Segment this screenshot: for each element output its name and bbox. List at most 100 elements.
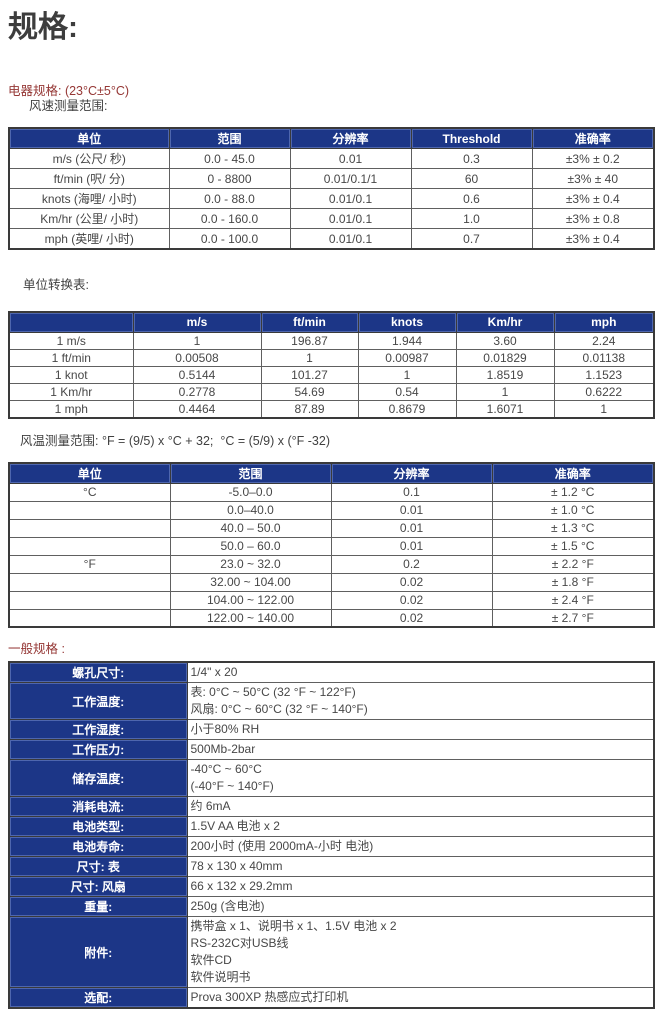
column-header: Threshold: [410, 127, 533, 149]
column-header: 范围: [169, 462, 332, 484]
table-cell: 2.24: [553, 331, 655, 350]
column-header: knots: [357, 311, 457, 333]
spec-row: 电池类型: 1.5V AA 电池 x 2: [8, 816, 655, 837]
spec-label: 螺孔尺寸:: [8, 661, 188, 683]
spec-label: 工作温度:: [8, 682, 188, 720]
table-row: ft/min (呎/ 分) 0 - 8800 0.01/0.1/1 60 ±3% ± 4…: [8, 168, 655, 189]
spec-value-line: 200小时 (使用 2000mA-小时 电池): [190, 839, 374, 853]
unit-conversion-table: m/s ft/min knots Km/hr mph 1 m/s 1 196.87 1.944 3…: [8, 311, 655, 419]
table-row: 40.0 – 50.0 0.01 ± 1.3 °C: [8, 518, 655, 538]
spec-row: 储存温度: -40°C ~ 60°C (-40°F ~ 140°F): [8, 759, 655, 797]
spec-label: 电池类型:: [8, 816, 188, 837]
spec-value-line: 78 x 130 x 40mm: [190, 859, 283, 873]
column-header: 准确率: [491, 462, 655, 484]
column-header: 准确率: [531, 127, 655, 149]
table-cell: 1 m/s: [8, 331, 134, 350]
column-header: 单位: [8, 127, 170, 149]
spec-value-line: -40°C ~ 60°C: [190, 762, 262, 776]
table-cell: [8, 536, 171, 556]
table-cell: 0.2778: [132, 382, 262, 401]
table-cell: 0.01: [330, 536, 493, 556]
table-cell: ± 1.8 °F: [491, 572, 655, 592]
unit-conversion-heading: 单位转换表:: [23, 278, 89, 292]
spec-value: 1/4" x 20: [186, 661, 655, 683]
table-cell: 0.54: [357, 382, 457, 401]
table-cell: °F: [8, 554, 171, 574]
table-cell: 1 Km/hr: [8, 382, 134, 401]
spec-value: -40°C ~ 60°C (-40°F ~ 140°F): [186, 759, 655, 797]
table-row: 1 mph 0.4464 87.89 0.8679 1.6071 1: [8, 399, 655, 418]
table-cell: 0.02: [330, 608, 493, 628]
general-spec-table: 螺孔尺寸: 1/4" x 20 工作温度: 表: 0°C ~ 50°C (32 °F …: [8, 661, 655, 1009]
table-cell: 54.69: [260, 382, 359, 401]
table-cell: 196.87: [260, 331, 359, 350]
table-cell: ± 1.5 °C: [491, 536, 655, 556]
spec-value-line: 携带盒 x 1、说明书 x 1、1.5V 电池 x 2: [190, 919, 397, 933]
table-cell: 0.6222: [553, 382, 655, 401]
table-cell: ± 2.7 °F: [491, 608, 655, 628]
spec-value: 小于80% RH: [186, 719, 655, 740]
table-cell: ± 1.3 °C: [491, 518, 655, 538]
table-cell: 0.0 - 100.0: [168, 228, 291, 250]
table-cell: 0.2: [330, 554, 493, 574]
header-row: 单位 范围 分辨率 Threshold 准确率: [8, 127, 655, 149]
table-cell: 0.01: [289, 148, 412, 169]
table-row: Km/hr (公里/ 小时) 0.0 - 160.0 0.01/0.1 1.0 ±3% …: [8, 208, 655, 229]
spec-value-line: 表: 0°C ~ 50°C (32 °F ~ 122°F): [190, 685, 356, 699]
table-cell: 1: [132, 331, 262, 350]
table-cell: 0.3: [410, 148, 533, 169]
spec-value-line: 软件CD: [190, 953, 232, 967]
table-cell: ±3% ± 0.4: [531, 188, 655, 209]
table-cell: 0.1: [330, 482, 493, 502]
spec-value: Prova 300XP 热感应式打印机: [186, 987, 655, 1009]
table-cell: 0.01/0.1: [289, 228, 412, 250]
header-row: m/s ft/min knots Km/hr mph: [8, 311, 655, 333]
spec-value: 携带盒 x 1、说明书 x 1、1.5V 电池 x 2 RS-232C对USB线软…: [186, 916, 655, 988]
table-row: 104.00 ~ 122.00 0.02 ± 2.4 °F: [8, 590, 655, 610]
table-cell: knots (海哩/ 小时): [8, 188, 170, 209]
table-cell: ±3% ± 0.2: [531, 148, 655, 169]
spec-value-line: 66 x 132 x 29.2mm: [190, 879, 293, 893]
electrical-spec-heading: 电器规格: (23°C±5°C): [8, 84, 130, 98]
table-row: 1 Km/hr 0.2778 54.69 0.54 1 0.6222: [8, 382, 655, 401]
table-cell: 0.7: [410, 228, 533, 250]
table-cell: m/s (公尺/ 秒): [8, 148, 170, 169]
table-cell: 1.944: [357, 331, 457, 350]
column-header: [8, 311, 134, 333]
spec-row: 附件: 携带盒 x 1、说明书 x 1、1.5V 电池 x 2 RS-232C对US…: [8, 916, 655, 988]
spec-value-line: 约 6mA: [190, 799, 231, 813]
table-cell: 1.0: [410, 208, 533, 229]
table-cell: 0.0–40.0: [169, 500, 332, 520]
table-cell: Km/hr (公里/ 小时): [8, 208, 170, 229]
table-cell: [8, 572, 171, 592]
table-cell: 101.27: [260, 365, 359, 384]
spec-value-line: (-40°F ~ 140°F): [190, 779, 274, 793]
spec-value-line: 软件说明书: [190, 970, 251, 984]
spec-value-line: 250g (含电池): [190, 899, 265, 913]
table-row: 50.0 – 60.0 0.01 ± 1.5 °C: [8, 536, 655, 556]
table-cell: [8, 500, 171, 520]
table-cell: 0.01138: [553, 348, 655, 367]
table-cell: 1: [357, 365, 457, 384]
table-cell: ft/min (呎/ 分): [8, 168, 170, 189]
spec-value-line: RS-232C对USB线: [190, 936, 289, 950]
table-cell: ± 2.2 °F: [491, 554, 655, 574]
header-row: 单位 范围 分辨率 准确率: [8, 462, 655, 484]
table-cell: 1: [553, 399, 655, 418]
table-cell: 1 mph: [8, 399, 134, 418]
spec-row: 尺寸: 表 78 x 130 x 40mm: [8, 856, 655, 877]
column-header: Km/hr: [455, 311, 555, 333]
spec-label: 尺寸: 表: [8, 856, 188, 877]
spec-row: 螺孔尺寸: 1/4" x 20: [8, 661, 655, 683]
spec-value: 250g (含电池): [186, 896, 655, 917]
table-cell: 1.8519: [455, 365, 555, 384]
table-row: 122.00 ~ 140.00 0.02 ± 2.7 °F: [8, 608, 655, 628]
table-row: 1 m/s 1 196.87 1.944 3.60 2.24: [8, 331, 655, 350]
table-cell: 0.5144: [132, 365, 262, 384]
table-row: °F 23.0 ~ 32.0 0.2 ± 2.2 °F: [8, 554, 655, 574]
table-cell: 3.60: [455, 331, 555, 350]
table-cell: mph (英哩/ 小时): [8, 228, 170, 250]
table-cell: 0.01829: [455, 348, 555, 367]
table-cell: 1 ft/min: [8, 348, 134, 367]
